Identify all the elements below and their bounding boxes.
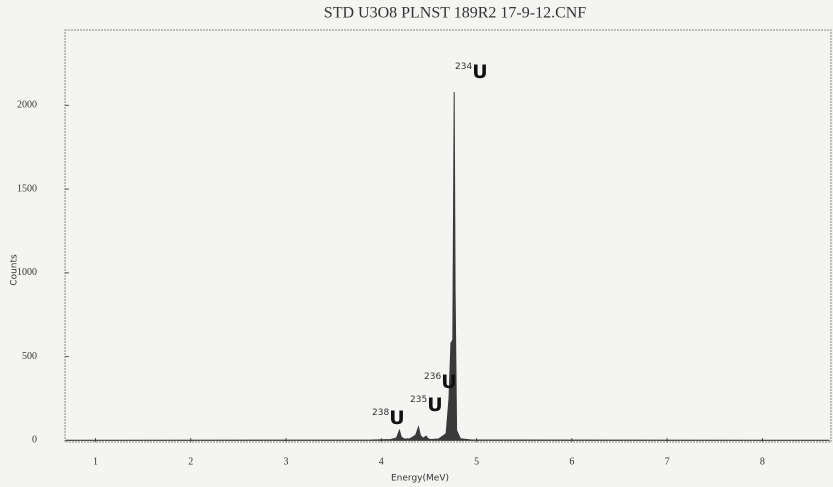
y-tick-label: 0: [32, 435, 37, 446]
peak-annotation: 235U: [410, 394, 443, 416]
x-tick-label: 6: [569, 456, 574, 467]
x-tick-label: 4: [379, 456, 384, 467]
plot-frame: [64, 29, 832, 443]
x-tick-label: 7: [665, 456, 670, 467]
isotope-element: U: [427, 394, 442, 416]
isotope-mass: 236: [424, 372, 441, 382]
y-axis-label: Counts: [10, 254, 20, 286]
peak-annotation: 236U: [424, 371, 457, 393]
peak-annotation: 238U: [372, 407, 405, 429]
isotope-element: U: [472, 61, 487, 83]
isotope-element: U: [441, 371, 456, 393]
peak-annotation: 234U: [455, 61, 488, 83]
y-tick-label: 1500: [17, 183, 37, 194]
x-tick-label: 1: [93, 456, 98, 467]
isotope-mass: 235: [410, 395, 427, 405]
spectrum-area: [66, 91, 830, 441]
x-tick-label: 5: [474, 456, 479, 467]
x-tick-label: 3: [284, 456, 289, 467]
x-tick-label: 2: [188, 456, 193, 467]
isotope-mass: 238: [372, 408, 389, 418]
chart-title: STD U3O8 PLNST 189R2 17-9-12.CNF: [324, 5, 587, 22]
y-tick-label: 2000: [17, 100, 37, 111]
isotope-element: U: [389, 407, 404, 429]
y-tick-label: 500: [22, 351, 37, 362]
y-tick-label: 1000: [17, 267, 37, 278]
x-tick-label: 8: [760, 456, 765, 467]
isotope-mass: 234: [455, 62, 472, 72]
x-axis-label: Energy(MeV): [391, 474, 449, 484]
